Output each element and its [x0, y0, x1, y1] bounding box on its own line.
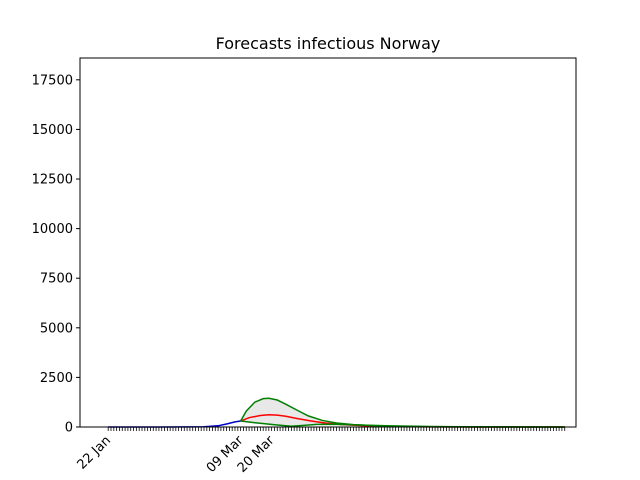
series-line-0 [108, 420, 241, 428]
y-tick-label: 15000 [32, 123, 73, 138]
y-tick-label: 0 [65, 421, 73, 436]
plot-area [108, 397, 565, 428]
forecast-band [240, 398, 565, 427]
y-tick-label: 7500 [40, 272, 73, 287]
y-axis: 0 2500 5000 7500 10000 12500 15000 17500 [32, 73, 80, 436]
chart-title: Forecasts infectious Norway [216, 34, 441, 53]
plot-frame [79, 57, 577, 428]
y-tick-label: 2500 [40, 371, 73, 386]
y-tick-label: 10000 [32, 222, 73, 237]
y-tick-label: 17500 [32, 73, 73, 88]
y-tick-label: 5000 [40, 321, 73, 336]
y-tick-label: 12500 [32, 173, 73, 188]
x-tick-label: 22 Jan [75, 433, 114, 472]
